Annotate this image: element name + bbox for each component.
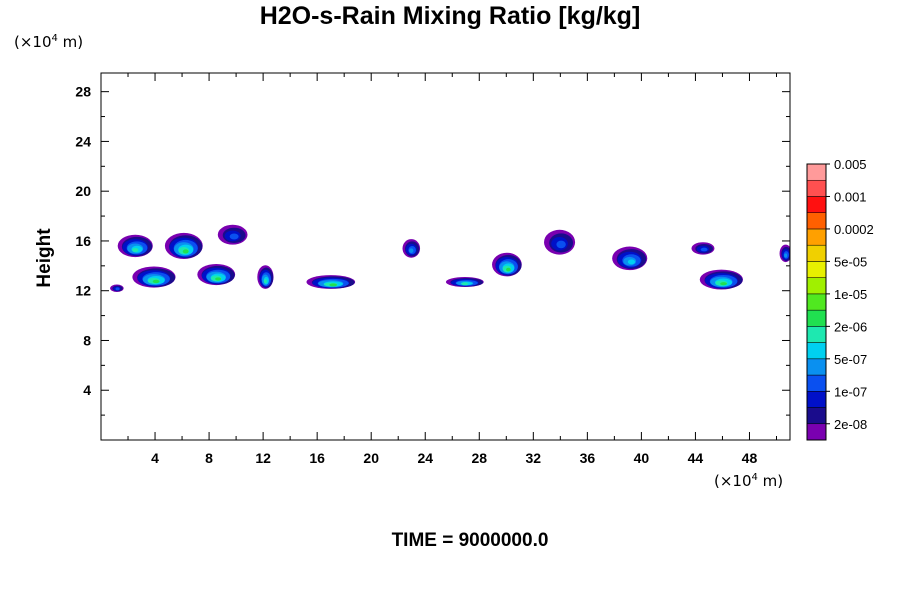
- rain-cell: [492, 252, 522, 277]
- x-tick-label: 4: [151, 450, 159, 466]
- x-axis: 4 8 12 16 20 24 28 32 36 40 44 48: [127, 73, 777, 466]
- colorbar-swatch: [806, 179, 827, 197]
- rain-cell: [445, 277, 484, 287]
- contour-band: [506, 267, 511, 272]
- rain-cell: [117, 234, 153, 258]
- rain-cell: [110, 284, 124, 292]
- x-unit-prefix: (×10: [714, 472, 752, 490]
- contour-band: [556, 240, 566, 249]
- x-tick-label: 24: [417, 450, 433, 466]
- contour-band: [700, 247, 708, 252]
- chart-title: H2O-s-Rain Mixing Ratio [kg/kg]: [259, 2, 641, 30]
- colorbar-label: 0.005: [834, 157, 867, 172]
- rain-cell: [306, 275, 356, 289]
- time-label: TIME = 9000000.0: [391, 530, 549, 551]
- x-axis-unit: (×104 m): [714, 472, 783, 490]
- colorbar-frame: [806, 163, 827, 441]
- colorbar-swatch: [806, 244, 827, 262]
- y-tick-label: 28: [75, 84, 91, 100]
- colorbar-label: 2e-08: [834, 417, 867, 432]
- y-axis-title: Height: [34, 228, 55, 288]
- rain-cell: [132, 266, 176, 288]
- colorbar-swatch: [806, 391, 827, 408]
- x-unit-suffix: m): [757, 472, 784, 490]
- rain-cell: [612, 246, 648, 271]
- colorbar-swatch: [806, 407, 827, 425]
- contour-band: [115, 287, 120, 291]
- contour-band: [229, 233, 239, 240]
- colorbar-swatch: [806, 196, 827, 213]
- rain-cell: [691, 242, 715, 255]
- rain-cell: [779, 244, 790, 263]
- colorbar-swatch: [806, 163, 827, 181]
- x-tick-label: 16: [309, 450, 325, 466]
- colorbar-swatch: [806, 212, 827, 230]
- colorbar-swatch: [806, 228, 827, 246]
- colorbar-label: 1e-07: [834, 384, 867, 399]
- colorbar-swatch: [806, 309, 827, 327]
- x-tick-label: 28: [471, 450, 487, 466]
- colorbar-swatch: [806, 342, 827, 360]
- rain-field: [110, 224, 790, 292]
- contour-band: [627, 259, 636, 265]
- y-unit-prefix: (×10: [14, 33, 52, 51]
- x-tick-label: 48: [742, 450, 758, 466]
- rain-cell: [257, 265, 274, 289]
- colorbar-swatch: [806, 293, 827, 311]
- colorbar-label: 5e-07: [834, 352, 867, 367]
- colorbar: 2e-08 1e-07 5e-07 2e-06 1e-05 5e-05 0.0002 0.00…: [806, 157, 874, 441]
- colorbar-label: 0.0002: [834, 222, 874, 237]
- colorbar-swatch: [806, 277, 827, 295]
- contour-band: [720, 282, 727, 286]
- contour-band: [132, 247, 139, 252]
- contour-band: [329, 283, 338, 287]
- rain-cell: [402, 239, 421, 258]
- x-tick-label: 44: [688, 450, 704, 466]
- colorbar-swatch: [806, 358, 827, 376]
- rain-cell: [197, 263, 236, 286]
- y-axis-unit: (×104 m): [14, 33, 83, 51]
- x-unit-exponent: 4: [751, 472, 758, 483]
- contour-band: [409, 248, 414, 253]
- contour-band: [152, 279, 160, 284]
- rain-cell: [699, 269, 743, 290]
- plot-area: [101, 73, 790, 440]
- colorbar-label: 1e-05: [834, 287, 867, 302]
- colorbar-swatch: [806, 423, 827, 441]
- colorbar-label: 5e-05: [834, 254, 867, 269]
- colorbar-swatch: [806, 374, 827, 392]
- x-tick-label: 40: [634, 450, 650, 466]
- y-unit-exponent: 4: [51, 33, 58, 44]
- colorbar-swatch: [806, 326, 827, 343]
- y-unit-suffix: m): [57, 33, 84, 51]
- colorbar-swatch: [806, 261, 827, 278]
- y-tick-label: 20: [75, 183, 91, 199]
- x-tick-label: 20: [363, 450, 379, 466]
- rain-cell: [544, 229, 576, 255]
- contour-band: [784, 253, 788, 258]
- colorbar-label: 0.001: [834, 189, 867, 204]
- rain-cell: [164, 232, 203, 259]
- x-tick-label: 32: [526, 450, 542, 466]
- contour-band: [182, 249, 189, 254]
- contour-band: [263, 279, 267, 284]
- plot-frame: [100, 72, 791, 441]
- colorbar-label: 2e-06: [834, 319, 867, 334]
- y-tick-label: 4: [83, 382, 91, 398]
- contour-band: [215, 277, 222, 281]
- y-tick-label: 24: [75, 133, 91, 149]
- rain-cell: [217, 224, 248, 245]
- contour-band: [461, 282, 469, 286]
- x-tick-label: 8: [205, 450, 213, 466]
- y-tick-label: 8: [83, 332, 91, 348]
- y-tick-label: 16: [75, 233, 91, 249]
- x-tick-label: 36: [580, 450, 596, 466]
- y-axis: 4 8 12 16 20 24 28: [75, 84, 790, 416]
- y-tick-label: 12: [75, 283, 91, 299]
- x-tick-label: 12: [255, 450, 271, 466]
